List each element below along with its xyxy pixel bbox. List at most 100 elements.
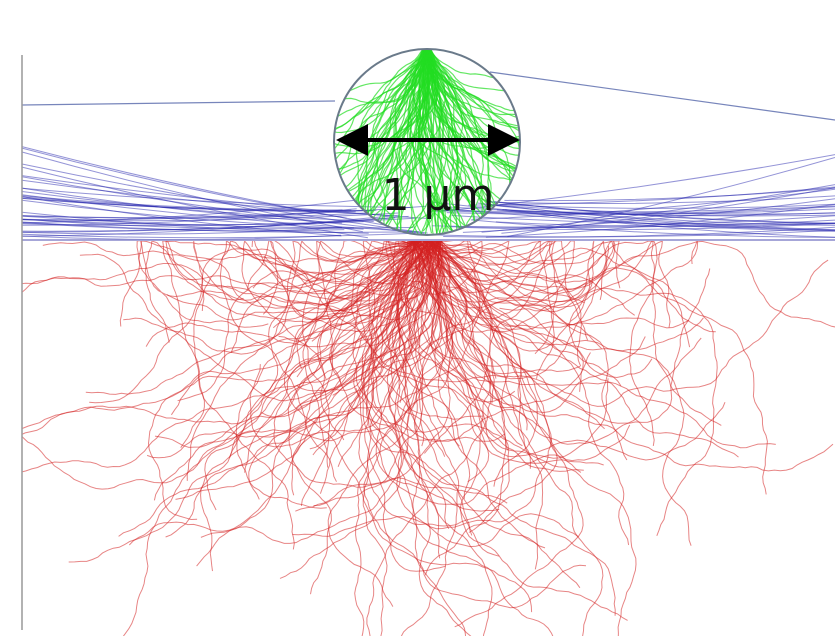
electron-path [430, 241, 589, 341]
escape-path [499, 203, 835, 209]
electron-path [363, 241, 609, 459]
electron-path [283, 241, 533, 613]
electron-path [297, 241, 441, 411]
electron-path [440, 241, 628, 461]
escape-path [21, 218, 355, 230]
electron-path [327, 241, 427, 607]
electron-path [123, 241, 441, 355]
escape-path [451, 215, 835, 225]
electron-path [42, 241, 483, 295]
electron-path [437, 241, 509, 451]
electron-path [177, 241, 439, 402]
escape-path [21, 196, 356, 213]
escape-path [21, 179, 393, 217]
electron-path [436, 241, 584, 628]
particle-path [334, 49, 431, 172]
electron-path [22, 241, 428, 490]
electron-path [438, 241, 726, 461]
electron-path [366, 241, 616, 616]
electron-path [428, 241, 594, 295]
electron-path [426, 241, 653, 379]
particle-path [334, 49, 425, 104]
electron-path [427, 241, 829, 407]
electron-path [435, 241, 637, 636]
electron-path [68, 241, 417, 563]
electron-path [419, 241, 607, 301]
escape-path [21, 232, 416, 239]
electron-path [436, 241, 718, 536]
electron-path [429, 241, 722, 426]
electron-path [428, 241, 581, 375]
escape-path [21, 226, 342, 235]
electron-path [200, 241, 435, 538]
electron-path [337, 241, 436, 467]
electron-path [352, 241, 579, 548]
electron-path [385, 241, 716, 333]
scale-label: 1 μm [382, 170, 495, 221]
electron-path [402, 241, 604, 636]
electron-path [249, 241, 424, 448]
escape-path [486, 195, 835, 205]
electron-path [429, 241, 616, 312]
escape-path [21, 199, 364, 230]
electron-path [413, 241, 691, 348]
electron-path [415, 241, 425, 447]
electron-path [201, 241, 441, 312]
particle-path [424, 49, 520, 154]
electron-path [432, 241, 630, 546]
electron-path [430, 241, 704, 352]
electron-path [175, 241, 440, 500]
electron-path [128, 241, 446, 546]
electron-path [186, 241, 414, 481]
escape-path [504, 187, 835, 202]
electron-path [397, 241, 497, 379]
electron-path [85, 241, 422, 395]
escape-path [468, 186, 835, 206]
electron-path [162, 241, 428, 448]
electron-path [144, 241, 418, 343]
electron-path [272, 241, 430, 329]
electron-path [295, 241, 453, 512]
electron-path [426, 241, 834, 472]
escape-path [456, 223, 835, 231]
electron-path [393, 241, 441, 559]
escape-path [21, 215, 409, 233]
electron-path [420, 241, 702, 445]
electron-path [313, 241, 429, 507]
electron-path [291, 241, 440, 496]
escape-path [472, 188, 835, 220]
electron-path [309, 241, 437, 450]
electron-path [154, 241, 444, 448]
particle-path [351, 49, 425, 222]
escape-path [477, 202, 835, 231]
electron-path [362, 241, 442, 636]
electron-path [118, 241, 442, 537]
particle-path [334, 49, 432, 162]
escape-path [21, 166, 368, 239]
electron-path [165, 241, 442, 538]
electron-path [229, 241, 468, 458]
electron-path [366, 241, 492, 636]
electron-path [302, 241, 417, 468]
electron-path [411, 241, 584, 472]
electron-path [330, 241, 421, 383]
escape-path [470, 219, 835, 238]
electron-path [428, 241, 768, 495]
electron-path [147, 241, 431, 521]
electron-path [440, 241, 739, 458]
substrate-trajectories [22, 241, 835, 636]
escape-path [21, 214, 401, 237]
electron-path [122, 241, 422, 636]
electron-path [425, 241, 621, 289]
escape-path [430, 201, 835, 231]
electron-path [241, 241, 432, 441]
electron-path [273, 241, 508, 504]
electron-path [300, 241, 415, 506]
electron-path [251, 241, 418, 300]
electron-path [230, 241, 415, 353]
particle-path [334, 49, 431, 205]
electron-path [431, 241, 544, 570]
escape-path [449, 215, 835, 228]
